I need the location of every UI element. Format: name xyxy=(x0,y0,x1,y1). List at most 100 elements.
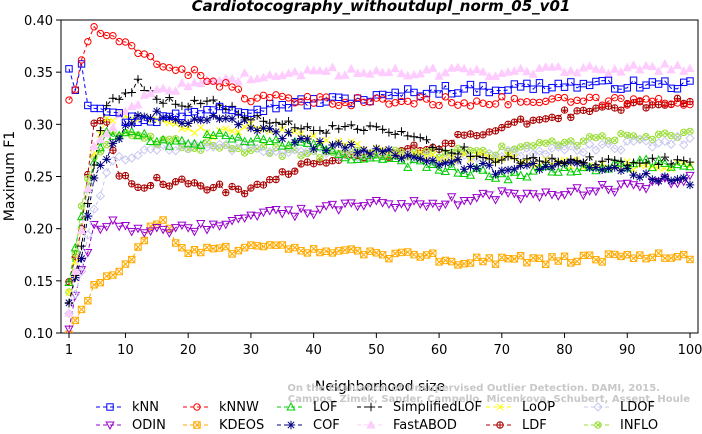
data-point xyxy=(196,78,206,88)
data-point xyxy=(673,155,682,164)
data-point xyxy=(303,122,312,132)
data-point xyxy=(390,151,400,160)
series-kdeos xyxy=(65,216,694,333)
data-point xyxy=(473,253,481,261)
data-point xyxy=(272,104,280,113)
data-point xyxy=(497,166,507,175)
series-knnw xyxy=(65,23,694,110)
data-point xyxy=(403,151,412,160)
data-point xyxy=(509,66,520,75)
data-point xyxy=(178,125,186,133)
data-point xyxy=(647,61,658,71)
data-point xyxy=(328,157,337,165)
data-point xyxy=(259,107,268,115)
data-point xyxy=(145,144,156,154)
data-point xyxy=(377,154,388,163)
data-point xyxy=(178,175,186,183)
data-point xyxy=(466,130,475,138)
data-point xyxy=(190,114,199,124)
data-point xyxy=(441,139,450,147)
data-point xyxy=(196,220,206,229)
data-point xyxy=(559,162,570,172)
legend-label: kNN xyxy=(132,400,159,415)
data-point xyxy=(259,117,268,126)
data-point xyxy=(666,139,676,149)
data-point xyxy=(133,150,143,161)
data-point xyxy=(397,92,406,100)
data-point xyxy=(222,79,230,87)
data-point xyxy=(178,244,186,252)
data-point xyxy=(76,266,87,275)
data-point xyxy=(170,224,181,233)
data-point xyxy=(523,79,531,88)
data-point xyxy=(95,134,106,144)
data-point xyxy=(516,252,525,260)
data-point xyxy=(222,188,230,197)
data-point xyxy=(385,255,393,263)
data-point xyxy=(309,245,318,253)
data-point xyxy=(610,188,620,197)
data-point xyxy=(473,132,481,140)
data-point xyxy=(277,210,287,219)
data-point xyxy=(297,247,305,255)
data-point xyxy=(567,78,575,86)
y-tick-label: 0.20 xyxy=(24,223,53,238)
data-point xyxy=(384,153,394,162)
data-point xyxy=(171,178,180,186)
data-point xyxy=(340,122,350,131)
data-point xyxy=(246,123,256,133)
data-point xyxy=(403,203,413,212)
data-point xyxy=(133,130,143,140)
data-point xyxy=(71,316,79,325)
data-point xyxy=(429,151,437,159)
data-point xyxy=(316,154,324,162)
data-point xyxy=(622,62,632,72)
data-point xyxy=(528,190,538,199)
data-point xyxy=(271,71,281,80)
data-point xyxy=(535,156,544,166)
data-point xyxy=(598,258,606,266)
data-point xyxy=(259,91,268,100)
data-point xyxy=(465,170,476,179)
data-point xyxy=(115,267,123,276)
data-point xyxy=(672,159,683,169)
data-point xyxy=(504,120,512,128)
data-point xyxy=(378,95,387,103)
data-point xyxy=(673,99,682,107)
data-point xyxy=(617,130,625,138)
data-point xyxy=(366,247,374,255)
data-point xyxy=(202,142,212,152)
data-point xyxy=(478,159,488,168)
data-point xyxy=(441,158,450,168)
data-point xyxy=(391,88,399,97)
data-point xyxy=(542,115,550,123)
data-point xyxy=(648,97,657,106)
data-point xyxy=(654,101,663,109)
data-point xyxy=(434,145,444,154)
y-tick-label: 0.10 xyxy=(24,327,53,342)
data-point xyxy=(572,156,582,165)
data-point xyxy=(227,114,237,124)
data-point xyxy=(584,187,595,196)
data-point xyxy=(497,68,507,78)
data-point xyxy=(636,251,644,259)
data-point xyxy=(491,127,500,135)
data-point xyxy=(153,118,161,127)
data-point xyxy=(146,181,155,190)
data-point xyxy=(578,191,589,201)
data-point xyxy=(202,115,212,125)
data-point xyxy=(315,126,325,135)
x-tick-label: 50 xyxy=(368,343,385,358)
data-point xyxy=(327,146,338,156)
data-point xyxy=(679,161,689,170)
legend-marker xyxy=(106,403,114,411)
data-point xyxy=(290,138,300,147)
data-point xyxy=(378,147,387,156)
data-point xyxy=(685,171,695,181)
data-point xyxy=(559,191,570,200)
data-point xyxy=(121,172,130,180)
data-point xyxy=(516,158,525,168)
data-point xyxy=(283,68,294,78)
data-point xyxy=(629,254,638,262)
data-point xyxy=(152,145,162,155)
